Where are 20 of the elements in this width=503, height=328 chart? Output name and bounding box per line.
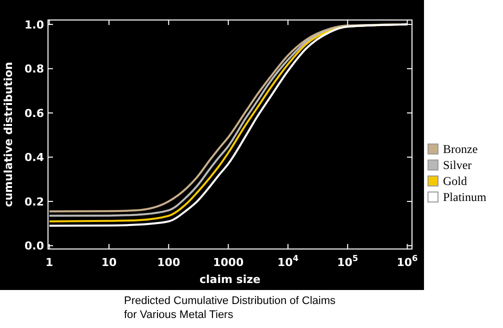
text: Predicted Cumulative Distribution of Claims for Various Metal Tiers xyxy=(124,295,336,321)
x-tick-label: 10$^{4}$ xyxy=(277,253,299,269)
legend-label: Silver xyxy=(443,158,472,172)
x-tick-label: 10$^{6}$ xyxy=(396,253,418,269)
y-tick-label: 0.4 xyxy=(24,151,44,164)
y-tick-label: 0.2 xyxy=(24,195,44,208)
y-tick-label: 0.8 xyxy=(24,62,44,76)
x-axis-title: claim size xyxy=(200,273,260,286)
y-axis-title: cumulative distribution xyxy=(2,62,15,208)
x-tick-label: 10 xyxy=(101,256,117,269)
x-tick-label: 1 xyxy=(46,256,54,269)
legend-label: Gold xyxy=(443,174,467,188)
y-tick-label: 1.0 xyxy=(24,18,44,32)
x-tick-label: 10$^{5}$ xyxy=(337,253,358,269)
y-tick-label: 0.6 xyxy=(24,106,44,120)
legend-label: Bronze xyxy=(443,142,478,156)
legend-label: Platinum xyxy=(443,190,487,204)
x-tick-label: 100 xyxy=(157,256,180,269)
y-tick-label: 0.0 xyxy=(24,240,44,253)
x-tick-label: 1000 xyxy=(212,256,244,269)
